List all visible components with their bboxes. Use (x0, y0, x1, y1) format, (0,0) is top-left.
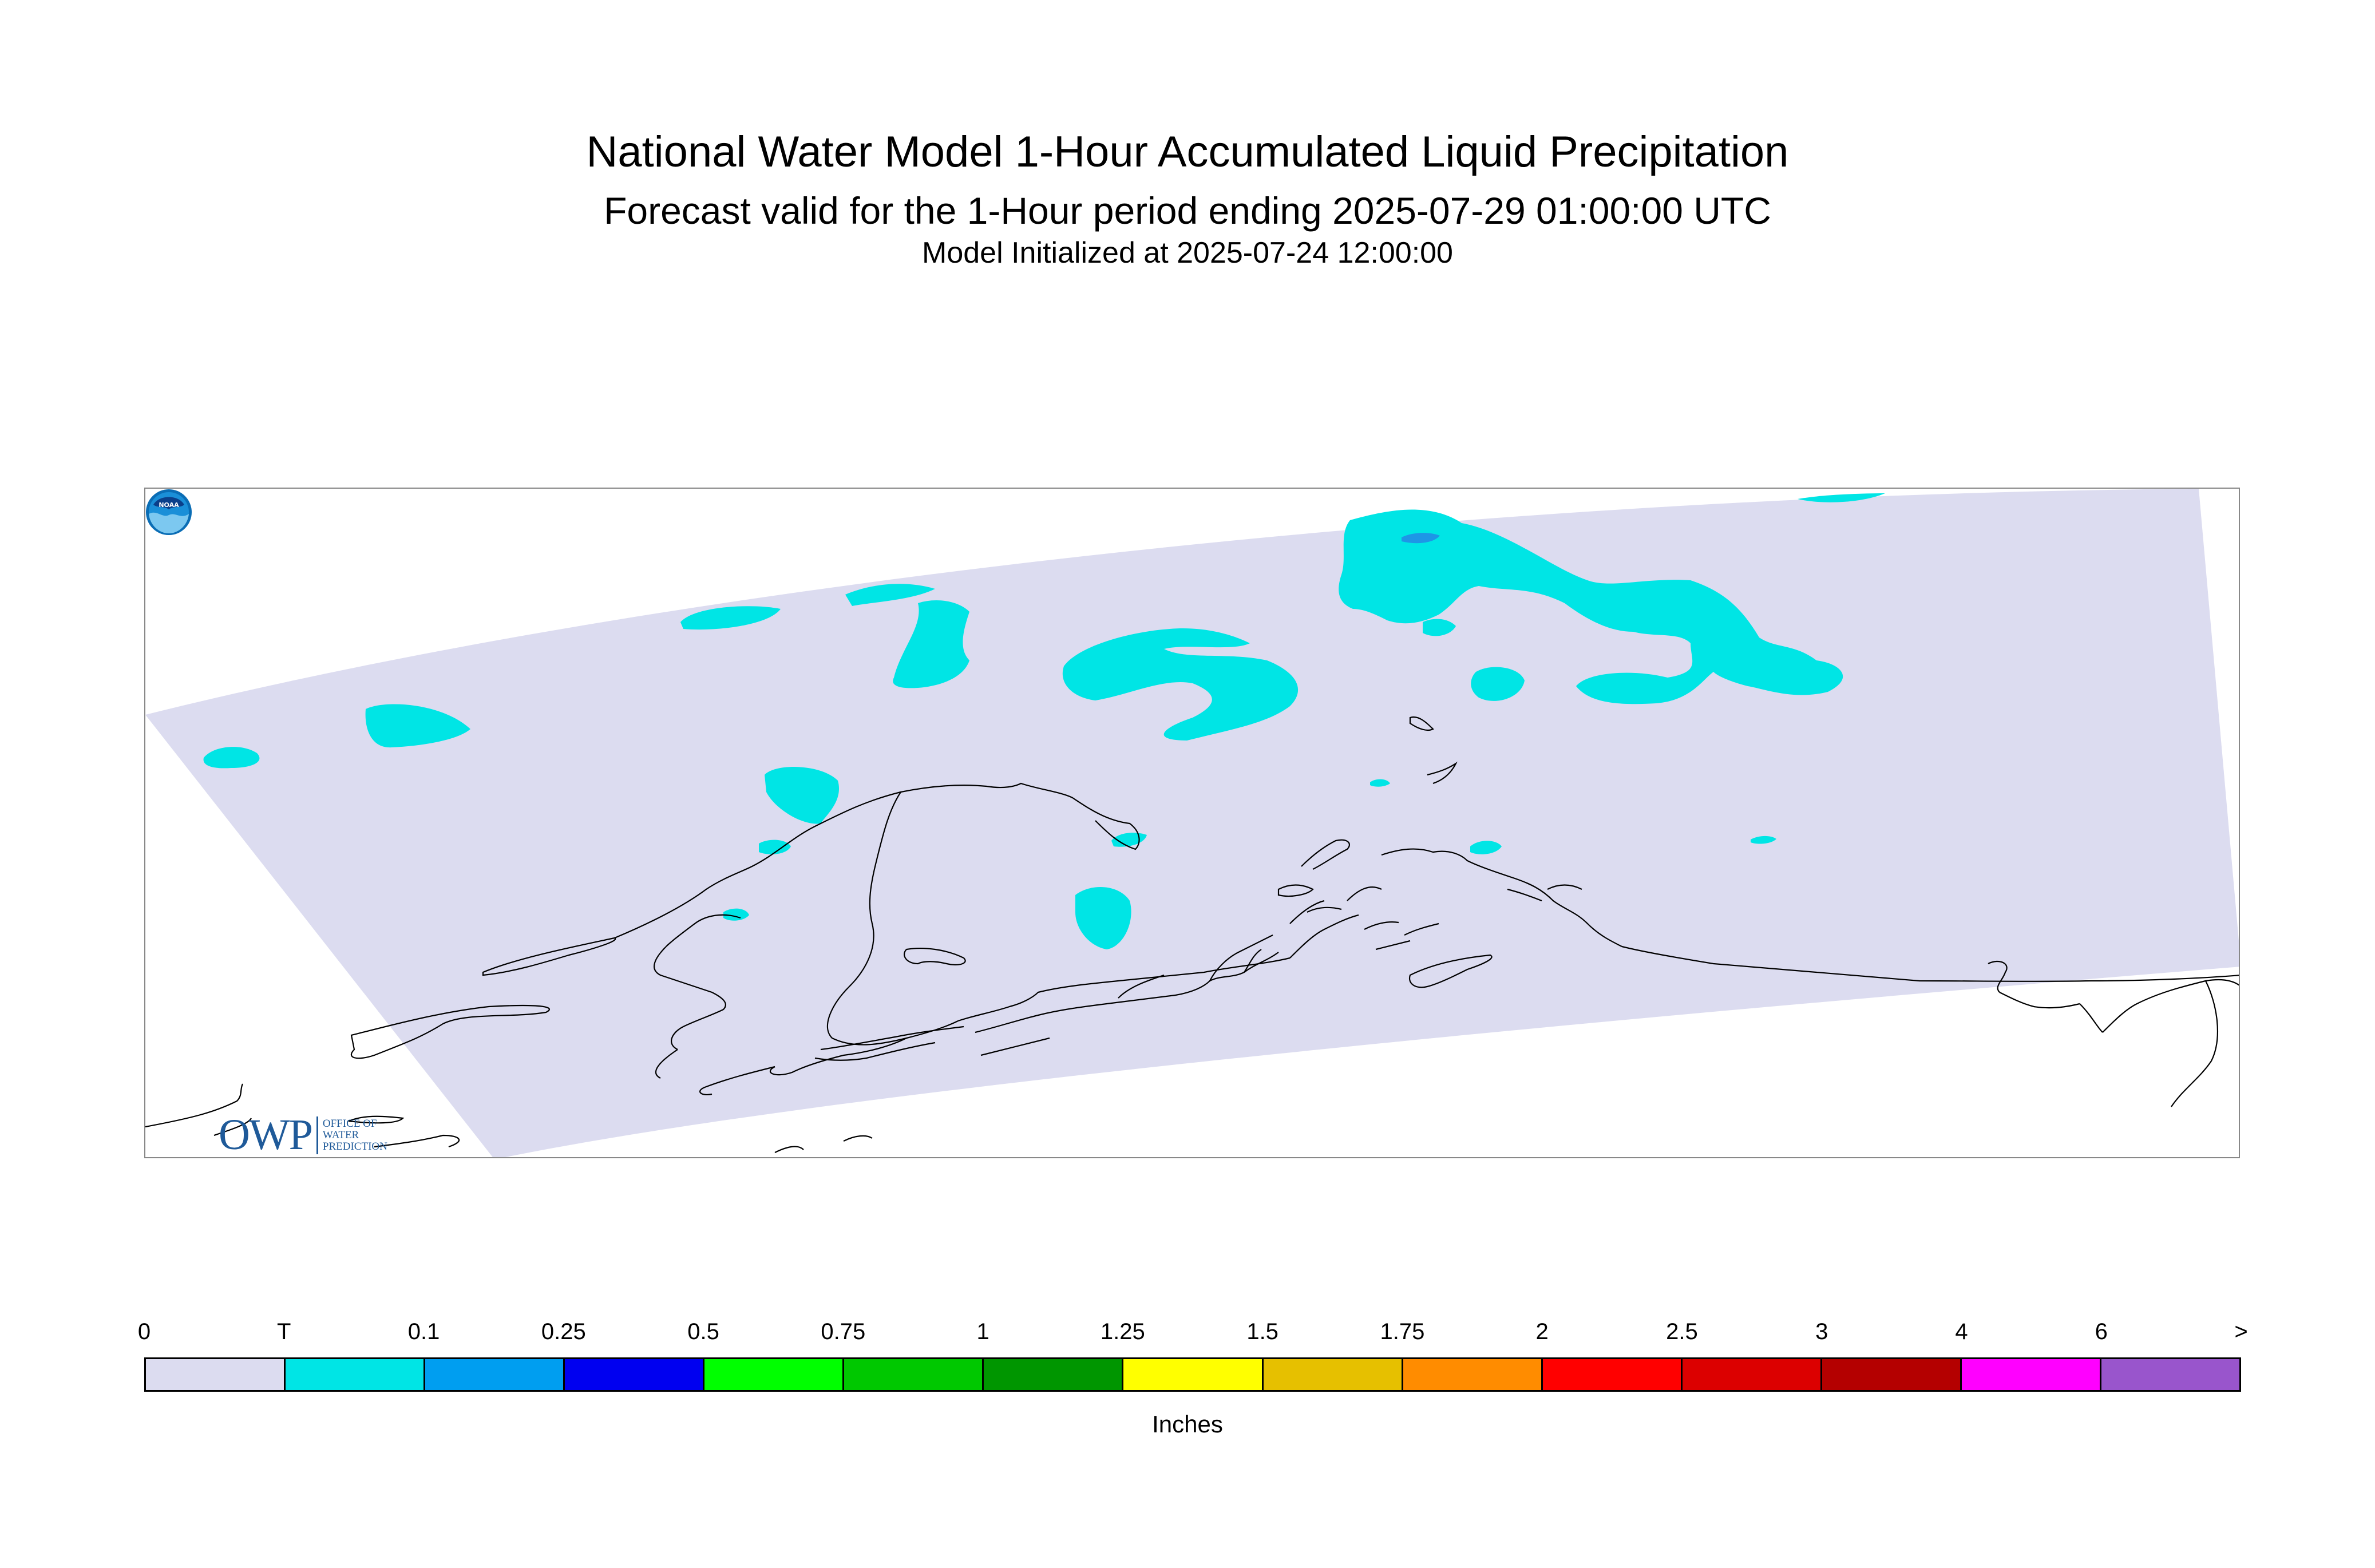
legend-swatch (2101, 1359, 2239, 1390)
precipitation-map: OWP OFFICE OF WATER PREDICTION NOAA (144, 488, 2240, 1158)
legend-tick-label: 0.25 (541, 1319, 586, 1344)
legend-unit-label: Inches (1152, 1411, 1223, 1438)
legend-tick-label: 1 (976, 1319, 989, 1344)
legend-swatch (1542, 1359, 1683, 1390)
chart-title: National Water Model 1-Hour Accumulated … (586, 128, 1789, 176)
owp-logo-mark: OWP (219, 1111, 313, 1158)
legend-swatch (1961, 1359, 2101, 1390)
map-canvas (145, 489, 2239, 1157)
legend-swatch (146, 1359, 286, 1390)
legend-tick-label: 2 (1535, 1319, 1549, 1344)
owp-logo-subtitle: OFFICE OF WATER PREDICTION (323, 1118, 403, 1153)
legend-swatch (844, 1359, 984, 1390)
model-init-line: Model Initialized at 2025-07-24 12:00:00 (922, 236, 1453, 270)
legend-swatch (704, 1359, 845, 1390)
noaa-logo-text: NOAA (159, 501, 179, 509)
owp-logo-line2: WATER (322, 1129, 359, 1141)
model-domain (145, 489, 2239, 1157)
legend-tick-label: 1.25 (1100, 1319, 1145, 1344)
legend-tick-label: 0.5 (687, 1319, 719, 1344)
legend-swatch (984, 1359, 1124, 1390)
legend-tick-label: 0.1 (407, 1319, 440, 1344)
legend-tick-label: 1.5 (1246, 1319, 1278, 1344)
owp-logo-divider (316, 1116, 318, 1154)
legend-colorbar (144, 1357, 2241, 1392)
owp-logo-line1: OFFICE OF (322, 1117, 377, 1130)
legend-swatch (1682, 1359, 1822, 1390)
legend-tick-label: 0.75 (821, 1319, 866, 1344)
owp-logo-line3: PREDICTION (322, 1140, 387, 1153)
legend-tick-label: 4 (1955, 1319, 1968, 1344)
legend-swatch (565, 1359, 705, 1390)
owp-logo: OWP OFFICE OF WATER PREDICTION (219, 1110, 403, 1158)
legend-tick-label: T (277, 1319, 291, 1344)
legend-tick-label: 3 (1815, 1319, 1828, 1344)
legend-swatch (1263, 1359, 1403, 1390)
legend-tick-label: 2.5 (1666, 1319, 1698, 1344)
legend-swatch (1123, 1359, 1264, 1390)
coastlines (145, 716, 2239, 1153)
legend-swatch (1403, 1359, 1543, 1390)
chart-subtitle: Forecast valid for the 1-Hour period end… (604, 189, 1771, 232)
legend-swatch (286, 1359, 426, 1390)
legend-tick-label: > (2234, 1319, 2248, 1344)
precip-light-area (1402, 533, 1440, 544)
legend-tick-label: 1.75 (1380, 1319, 1425, 1344)
legend-swatch (425, 1359, 565, 1390)
noaa-logo-icon: NOAA (146, 489, 192, 535)
legend-tick-label: 0 (137, 1319, 151, 1344)
precip-trace-areas (203, 493, 1885, 949)
legend-swatch (1822, 1359, 1962, 1390)
legend-tick-label: 6 (2095, 1319, 2108, 1344)
